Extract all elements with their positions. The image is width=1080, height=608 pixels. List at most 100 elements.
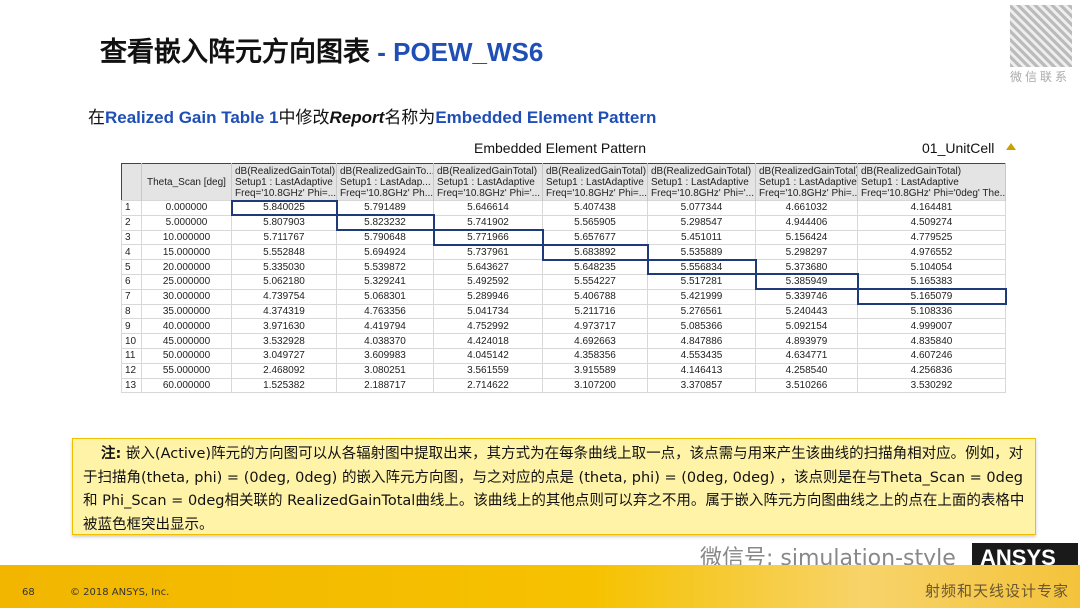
table-cell[interactable]: 3.532928: [231, 333, 337, 349]
table-cell[interactable]: 3.561559: [433, 362, 543, 379]
table-cell[interactable]: 5.104054: [857, 259, 1006, 275]
table-cell[interactable]: 4.661032: [755, 200, 858, 216]
table-cell[interactable]: 5.492592: [433, 273, 543, 290]
table-cell[interactable]: 35.000000: [141, 303, 232, 320]
table-cell[interactable]: 5.165079: [856, 288, 1007, 306]
table-cell[interactable]: 5.840025: [230, 199, 338, 217]
table-cell[interactable]: 3.915589: [542, 362, 648, 379]
table-cell[interactable]: 4.752992: [433, 318, 543, 335]
column-header[interactable]: dB(RealizedGainTotal) Setup1 : LastAdapti…: [433, 163, 543, 201]
table-cell[interactable]: 4.847886: [647, 333, 756, 349]
column-header[interactable]: dB(RealizedGainTo... Setup1 : LastAdap...…: [336, 163, 434, 201]
row-index[interactable]: 12: [121, 362, 142, 379]
table-cell[interactable]: 3.530292: [857, 377, 1006, 394]
table-cell[interactable]: 5.791489: [336, 200, 434, 216]
table-cell[interactable]: 5.823232: [335, 214, 435, 232]
table-cell[interactable]: 4.258540: [755, 362, 858, 379]
table-cell[interactable]: 5.694924: [336, 244, 434, 261]
table-cell[interactable]: 4.692663: [542, 333, 648, 349]
table-cell[interactable]: 3.971630: [231, 318, 337, 335]
table-cell[interactable]: 55.000000: [141, 362, 232, 379]
table-cell[interactable]: 5.240443: [755, 303, 858, 320]
table-cell[interactable]: 25.000000: [141, 273, 232, 290]
table-cell[interactable]: 5.554227: [542, 273, 648, 290]
column-header[interactable]: [121, 163, 142, 201]
table-cell[interactable]: 3.107200: [542, 377, 648, 394]
table-cell[interactable]: 4.634771: [755, 347, 858, 364]
table-cell[interactable]: 4.739754: [231, 288, 337, 305]
table-cell[interactable]: 5.339746: [755, 288, 858, 305]
table-cell[interactable]: 5.068301: [336, 288, 434, 305]
row-index[interactable]: 7: [121, 288, 142, 305]
table-cell[interactable]: 4.424018: [433, 333, 543, 349]
table-cell[interactable]: 4.419794: [336, 318, 434, 335]
table-cell[interactable]: 4.835840: [857, 333, 1006, 349]
table-cell[interactable]: 5.385949: [754, 273, 859, 291]
table-cell[interactable]: 3.609983: [336, 347, 434, 364]
table-cell[interactable]: 4.553435: [647, 347, 756, 364]
table-cell[interactable]: 4.763356: [336, 303, 434, 320]
table-cell[interactable]: 5.165383: [857, 273, 1006, 290]
table-cell[interactable]: 5.077344: [647, 200, 756, 216]
table-cell[interactable]: 5.556834: [646, 258, 757, 276]
table-cell[interactable]: 5.406788: [542, 288, 648, 305]
table-cell[interactable]: 5.335030: [231, 259, 337, 275]
column-header[interactable]: dB(RealizedGainTotal) Setup1 : LastAdapti…: [231, 163, 337, 201]
table-cell[interactable]: 4.944406: [755, 214, 858, 231]
table-cell[interactable]: 15.000000: [141, 244, 232, 261]
table-cell[interactable]: 5.298297: [755, 244, 858, 261]
table-cell[interactable]: 4.999007: [857, 318, 1006, 335]
table-cell[interactable]: 5.108336: [857, 303, 1006, 320]
table-cell[interactable]: 3.049727: [231, 347, 337, 364]
row-index[interactable]: 11: [121, 347, 142, 364]
table-cell[interactable]: 10.000000: [141, 229, 232, 246]
table-cell[interactable]: 5.517281: [647, 273, 756, 290]
table-cell[interactable]: 3.370857: [647, 377, 756, 394]
table-cell[interactable]: 5.041734: [433, 303, 543, 320]
column-header[interactable]: dB(RealizedGainTotal) Setup1 : LastAdapti…: [857, 163, 1006, 201]
table-cell[interactable]: 5.552848: [231, 244, 337, 261]
table-cell[interactable]: 4.146413: [647, 362, 756, 379]
table-cell[interactable]: 4.509274: [857, 214, 1006, 231]
table-cell[interactable]: 5.298547: [647, 214, 756, 231]
row-index[interactable]: 4: [121, 244, 142, 261]
table-cell[interactable]: 4.976552: [857, 244, 1006, 261]
table-cell[interactable]: 5.790648: [336, 229, 434, 246]
table-cell[interactable]: 1.525382: [231, 377, 337, 394]
table-cell[interactable]: 40.000000: [141, 318, 232, 335]
row-index[interactable]: 8: [121, 303, 142, 320]
table-cell[interactable]: 45.000000: [141, 333, 232, 349]
row-index[interactable]: 1: [121, 200, 142, 216]
row-index[interactable]: 6: [121, 273, 142, 290]
table-cell[interactable]: 5.643627: [433, 259, 543, 275]
table-cell[interactable]: 4.045142: [433, 347, 543, 364]
table-cell[interactable]: 60.000000: [141, 377, 232, 394]
row-index[interactable]: 5: [121, 259, 142, 275]
table-cell[interactable]: 5.451011: [647, 229, 756, 246]
table-cell[interactable]: 4.973717: [542, 318, 648, 335]
table-cell[interactable]: 4.779525: [857, 229, 1006, 246]
table-cell[interactable]: 5.407438: [542, 200, 648, 216]
row-index[interactable]: 9: [121, 318, 142, 335]
table-cell[interactable]: 4.038370: [336, 333, 434, 349]
column-header[interactable]: dB(RealizedGainTotal) Setup1 : LastAdapti…: [755, 163, 858, 201]
table-cell[interactable]: 5.807903: [231, 214, 337, 231]
table-cell[interactable]: 5.771966: [432, 229, 544, 246]
table-cell[interactable]: 5.737961: [433, 244, 543, 261]
table-cell[interactable]: 5.092154: [755, 318, 858, 335]
table-cell[interactable]: 5.062180: [231, 273, 337, 290]
table-cell[interactable]: 2.714622: [433, 377, 543, 394]
table-cell[interactable]: 5.741902: [433, 214, 543, 231]
table-cell[interactable]: 4.164481: [857, 200, 1006, 216]
table-cell[interactable]: 5.535889: [647, 244, 756, 261]
table-cell[interactable]: 4.374319: [231, 303, 337, 320]
table-cell[interactable]: 5.000000: [141, 214, 232, 231]
table-cell[interactable]: 5.276561: [647, 303, 756, 320]
table-cell[interactable]: 5.421999: [647, 288, 756, 305]
table-cell[interactable]: 3.080251: [336, 362, 434, 379]
table-cell[interactable]: 5.156424: [755, 229, 858, 246]
table-cell[interactable]: 5.683892: [541, 243, 649, 261]
table-cell[interactable]: 3.510266: [755, 377, 858, 394]
table-cell[interactable]: 5.211716: [542, 303, 648, 320]
column-header[interactable]: Theta_Scan [deg]: [141, 163, 232, 201]
